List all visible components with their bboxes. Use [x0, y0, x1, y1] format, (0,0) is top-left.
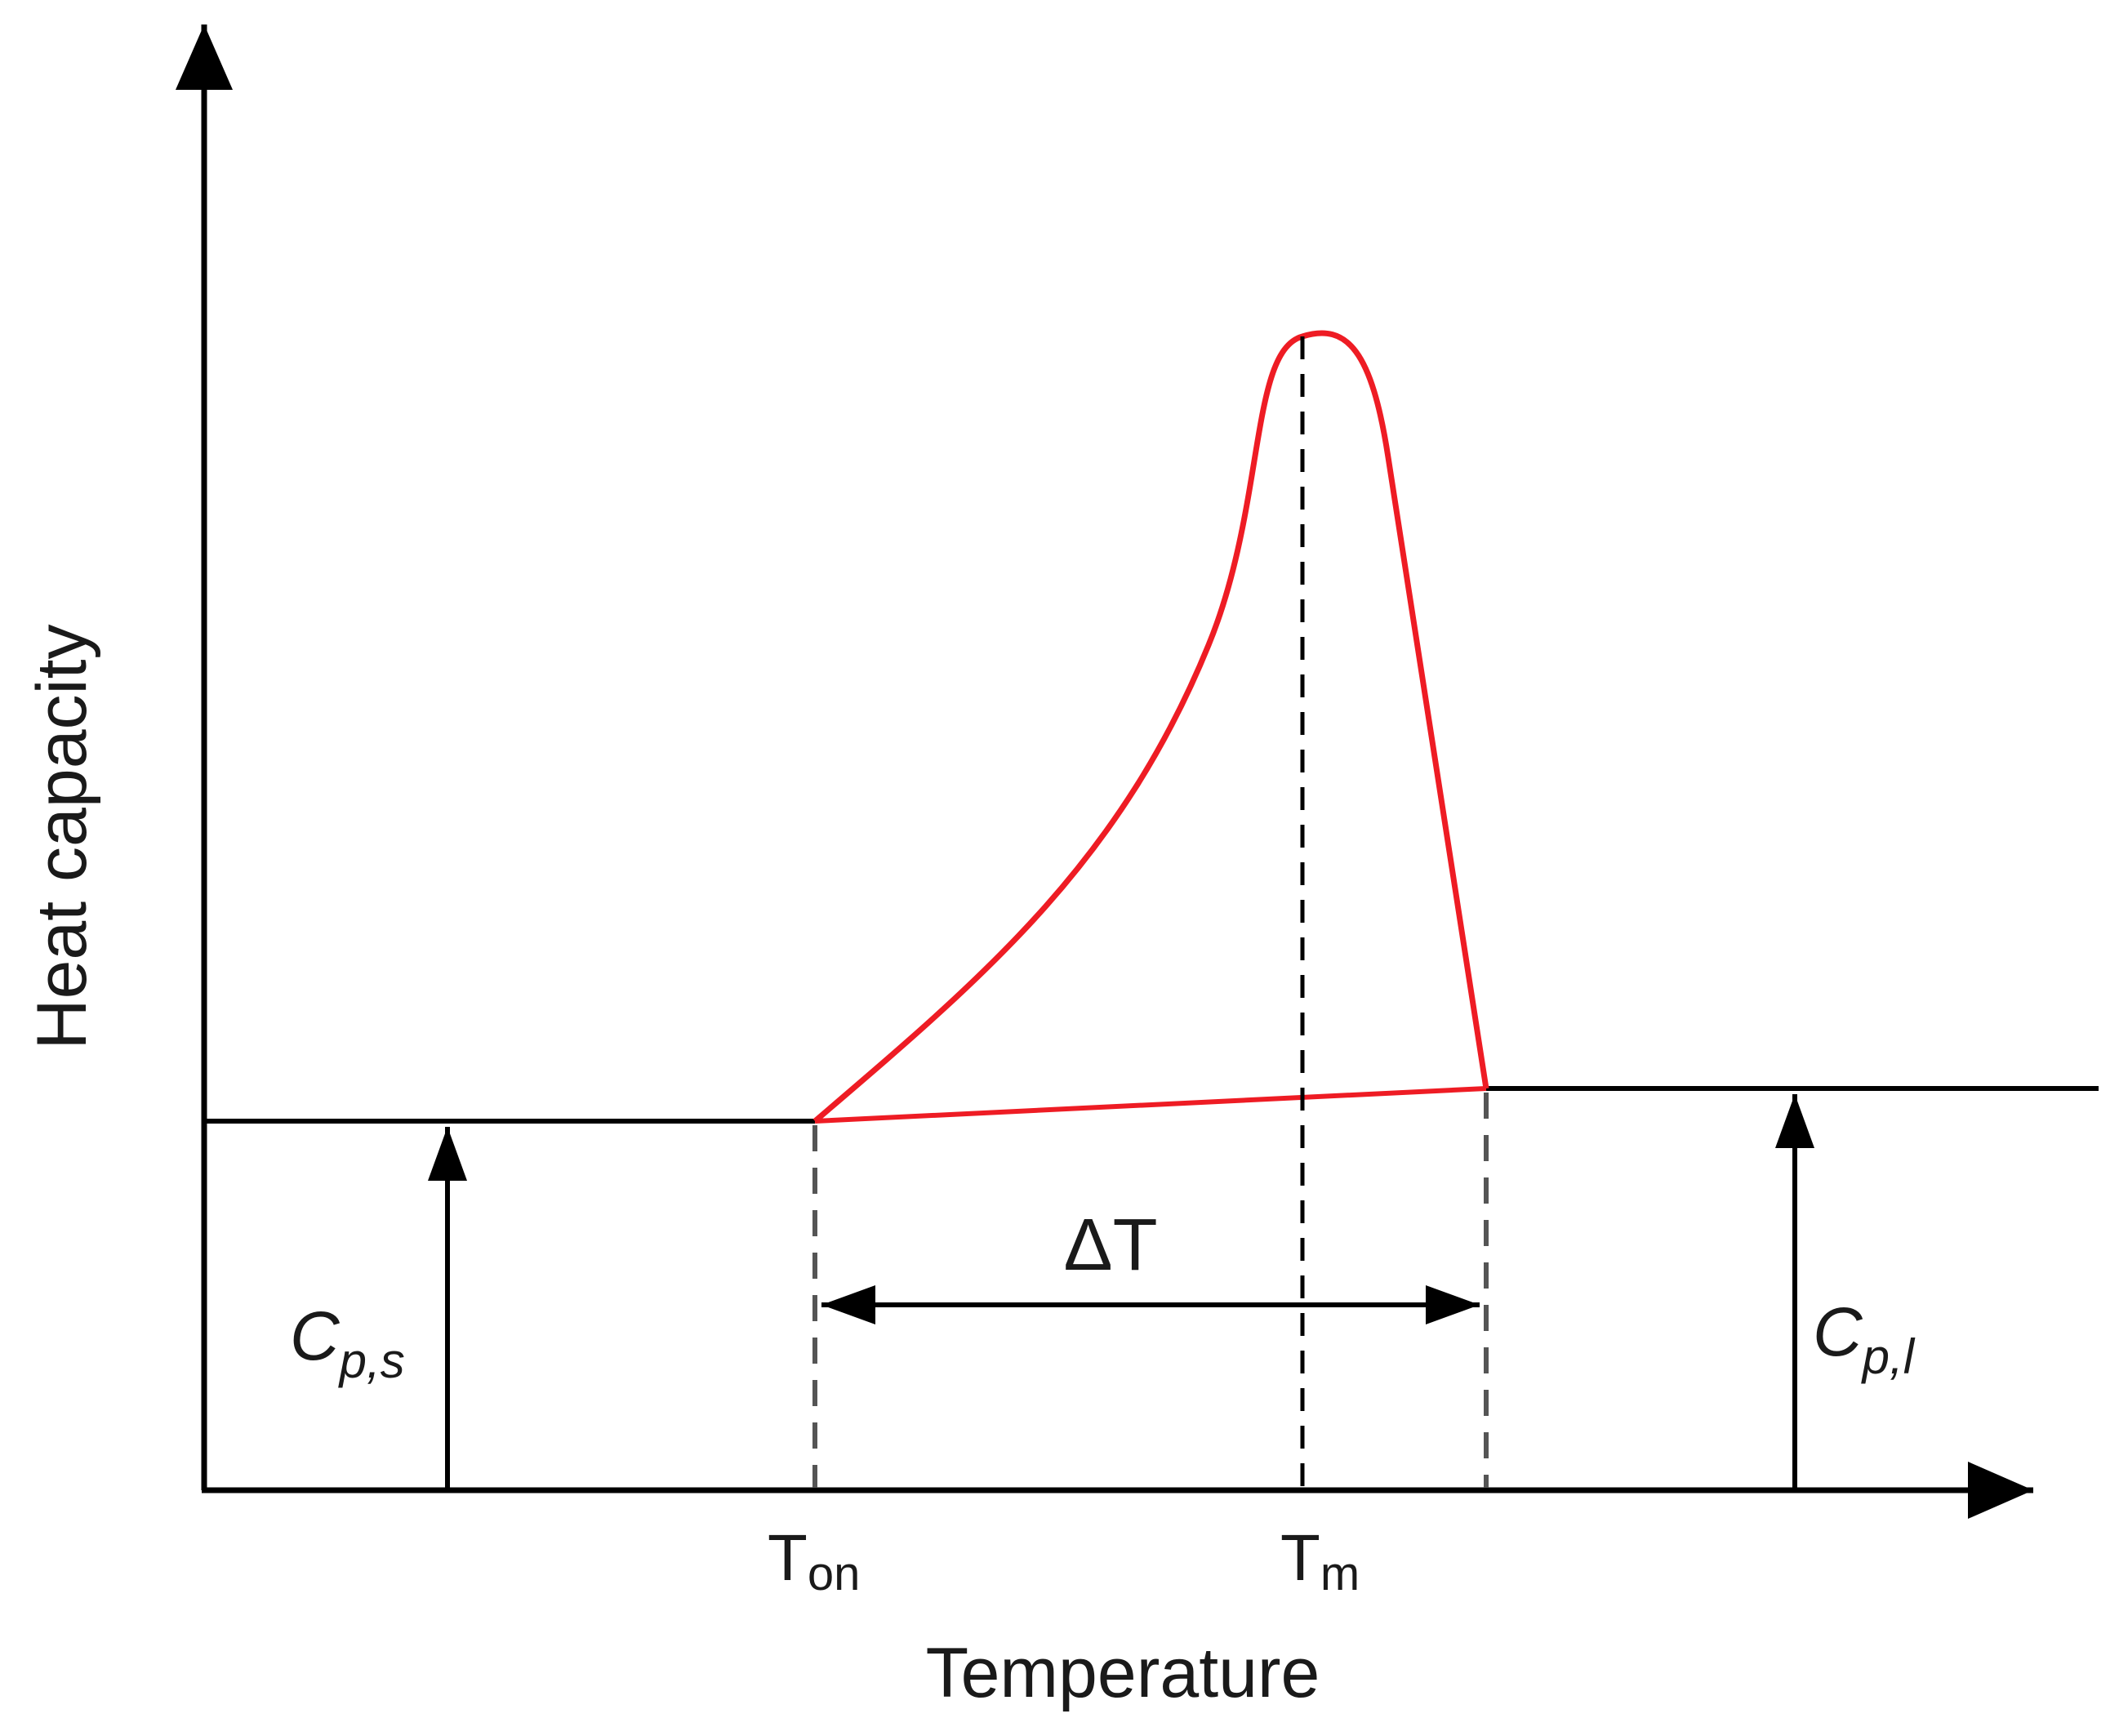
melting-peak-curve [812, 330, 1489, 1124]
peak-label-main: T [1280, 1521, 1320, 1594]
peak-label-sub: m [1320, 1547, 1360, 1600]
y-axis-label: Heat capacity [23, 624, 101, 1049]
cp-solid-main: C [290, 1298, 341, 1374]
onset-temperature-label: Ton [768, 1521, 860, 1600]
onset-label-main: T [768, 1521, 808, 1594]
interpolated-baseline [814, 1086, 1487, 1124]
delta-t-label: ΔT [1063, 1204, 1157, 1286]
cp-solid-label: Cp,s [290, 1298, 405, 1388]
cp-solid-sub: p,s [338, 1333, 405, 1388]
onset-label-sub: on [808, 1547, 861, 1600]
peak-temperature-label: Tm [1280, 1521, 1360, 1600]
x-axis-label: Temperature [926, 1634, 1320, 1712]
cp-liquid-main: C [1813, 1293, 1863, 1370]
cp-liquid-sub: p,l [1861, 1329, 1916, 1384]
cp-liquid-label: Cp,l [1813, 1293, 1916, 1384]
